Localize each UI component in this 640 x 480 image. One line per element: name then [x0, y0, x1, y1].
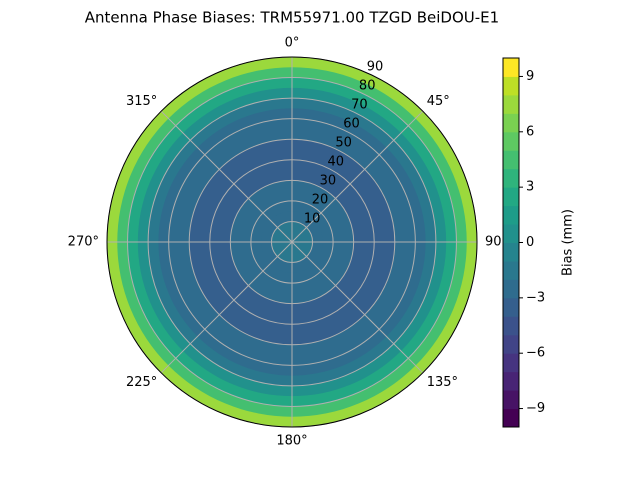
- colorbar-swatch: [503, 297, 519, 317]
- colorbar-swatch: [503, 353, 519, 373]
- colorbar-swatch: [503, 94, 519, 114]
- radial-tick-label: 30: [320, 174, 337, 189]
- colorbar-swatch: [503, 58, 519, 77]
- colorbar-swatch: [503, 408, 519, 428]
- angular-tick-label: 90: [485, 235, 502, 250]
- polar-frame: [106, 56, 478, 428]
- radial-tick-label: 20: [312, 193, 329, 208]
- colorbar-label: Bias (mm): [561, 209, 576, 276]
- angular-tick-label: 315°: [126, 94, 157, 109]
- angular-grid-line: [291, 110, 424, 243]
- radial-tick-label: 50: [335, 136, 352, 151]
- angular-tick-label: 45°: [427, 94, 450, 109]
- colorbar-swatch: [503, 334, 519, 354]
- angular-tick-label: 225°: [126, 375, 157, 390]
- colorbar-tick-label: 0: [526, 235, 534, 250]
- angular-grid-line: [291, 241, 424, 374]
- colorbar-swatch: [503, 150, 519, 170]
- colorbar-swatch: [503, 316, 519, 336]
- colorbar-swatch: [503, 371, 519, 391]
- angular-tick-label: 180°: [276, 434, 307, 449]
- colorbar-swatch: [503, 260, 519, 280]
- colorbar-tick-label: 3: [526, 180, 534, 195]
- radial-tick-label: 90: [367, 60, 384, 75]
- colorbar-tick-label: −3: [526, 290, 545, 305]
- angular-grid-line: [160, 241, 293, 374]
- colorbar-tick-label: −9: [526, 401, 545, 416]
- colorbar-tick-label: 6: [526, 124, 534, 139]
- angular-tick-label: 0°: [285, 36, 300, 51]
- colorbar-swatch: [503, 279, 519, 299]
- angular-tick-label: 135°: [427, 375, 458, 390]
- angular-grid-line: [160, 110, 293, 243]
- colorbar-swatch: [503, 242, 519, 262]
- colorbar-swatch: [503, 76, 519, 96]
- radial-tick-label: 70: [351, 98, 368, 113]
- chart-title: Antenna Phase Biases: TRM55971.00 TZGD B…: [85, 9, 499, 27]
- colorbar-swatch: [503, 113, 519, 133]
- colorbar-swatch: [503, 390, 519, 410]
- radial-tick-label: 80: [359, 79, 376, 94]
- radial-tick-label: 40: [327, 155, 344, 170]
- colorbar-tick-label: 9: [526, 69, 534, 84]
- colorbar-tick-label: −6: [526, 346, 545, 361]
- angular-tick-label: 270°: [68, 235, 99, 250]
- radial-tick-label: 60: [343, 117, 360, 132]
- colorbar-swatch: [503, 224, 519, 243]
- colorbar-swatch: [503, 187, 519, 207]
- colorbar-swatch: [503, 168, 519, 188]
- colorbar-swatch: [503, 131, 519, 151]
- colorbar-swatch: [503, 205, 519, 225]
- radial-tick-label: 10: [304, 212, 321, 227]
